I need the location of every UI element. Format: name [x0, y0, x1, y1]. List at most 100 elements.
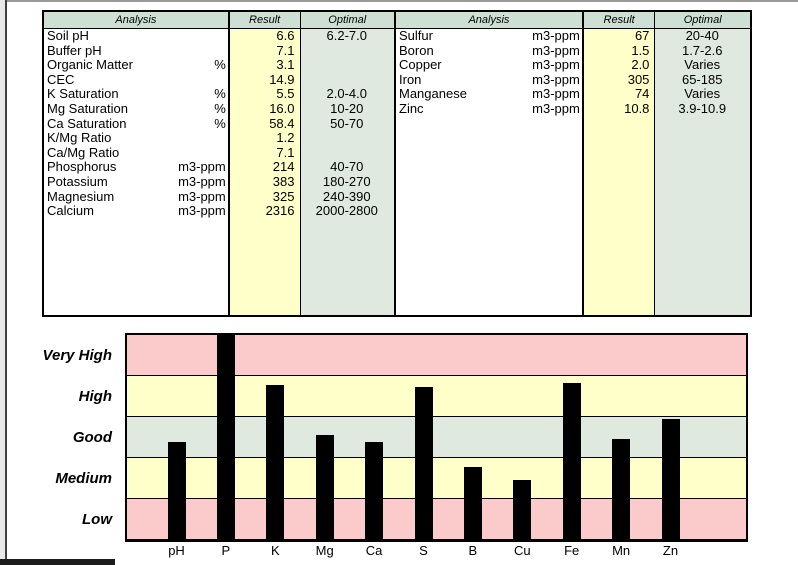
window-left-edge-line	[5, 0, 7, 565]
table-row: Mg Saturation% 16.0 10-20	[44, 100, 394, 117]
optimal-range: 1.7-2.6	[681, 42, 723, 58]
table-row: Calcium m3-ppm 2316 2000-2800	[44, 204, 394, 219]
window-top-edge	[0, 0, 798, 2]
x-axis-label-pH: pH	[168, 543, 185, 558]
optimal-range: 20-40	[685, 28, 719, 43]
optimal-range: 2.0-4.0	[326, 86, 367, 102]
result-value: 16.0	[269, 100, 295, 116]
result-column-background	[227, 29, 300, 315]
result-value: 2.0	[631, 57, 650, 73]
table-row: Sulfur m3-ppm 67 20-40	[396, 28, 750, 44]
analysis-unit	[168, 73, 228, 88]
analysis-unit: m3-ppm	[532, 42, 580, 58]
band-label-very-high: Very High	[42, 346, 112, 364]
result-column-header: Result	[227, 12, 300, 28]
analysis-unit: m3-ppm	[532, 86, 580, 102]
bar-Mg	[315, 435, 334, 540]
table-row: Buffer pH 7.1	[44, 42, 394, 59]
analysis-unit	[168, 131, 228, 146]
analysis-name: Ca Saturation	[47, 116, 127, 131]
analysis-unit: m3-ppm	[178, 203, 226, 219]
analysis-name: K/Mg Ratio	[47, 131, 112, 146]
bar-S	[414, 387, 433, 540]
optimal-range	[300, 73, 395, 88]
analysis-name: K Saturation	[47, 87, 119, 102]
optimal-range: 240-390	[322, 188, 371, 204]
optimal-range: Varies	[684, 57, 721, 73]
analysis-name: Manganese	[399, 87, 467, 102]
result-value: 214	[272, 159, 295, 175]
x-axis-label-Cu: Cu	[513, 543, 531, 558]
result-value: 305	[627, 71, 650, 87]
window-bottom-edge-shadow	[0, 559, 115, 565]
bar-P	[216, 335, 235, 540]
analysis-unit: m3-ppm	[532, 71, 580, 87]
optimal-range: Varies	[684, 86, 721, 102]
table-row: Organic Matter% 3.1	[44, 58, 394, 73]
band-label-good: Good	[72, 428, 112, 446]
result-value: 2316	[265, 203, 295, 219]
analysis-unit: m3-ppm	[178, 159, 226, 175]
analysis-name: Soil pH	[47, 29, 89, 43]
optimal-range: 2000-2800	[315, 203, 378, 219]
optimal-range: 180-270	[322, 173, 371, 189]
x-axis-label-P: P	[221, 543, 231, 558]
analysis-name: Ca/Mg Ratio	[47, 145, 120, 160]
table-row: Boron m3-ppm 1.5 1.7-2.6	[396, 42, 750, 59]
x-axis-label-Mn: Mn	[612, 543, 631, 558]
table-row: Zinc m3-ppm 10.8 3.9-10.9	[396, 100, 750, 117]
table-row: K/Mg Ratio 1.2	[44, 131, 394, 146]
optimal-range: 65-185	[681, 71, 723, 87]
table-row: Copper m3-ppm 2.0 Varies	[396, 58, 750, 73]
analysis-name: Organic Matter	[47, 58, 133, 73]
analysis-unit: %	[214, 57, 226, 73]
analysis-unit: %	[214, 86, 226, 102]
optimal-column-background	[299, 29, 394, 315]
result-value: 3.1	[276, 57, 295, 73]
optimal-column-background	[654, 29, 750, 315]
bar-Fe	[562, 383, 581, 540]
window-left-margin	[0, 0, 5, 565]
x-axis-label-Zn: Zn	[662, 543, 679, 558]
analysis-column-header: Analysis	[115, 14, 157, 26]
analysis-name: Iron	[399, 72, 422, 87]
analysis-unit: %	[214, 115, 226, 131]
result-value: 67	[634, 28, 650, 43]
table-body: Sulfur m3-ppm 67 20-40 Boron m3-ppm 1.5 1.7-2.6…	[396, 28, 750, 315]
table-row: Phosphorus m3-ppm 214 40-70	[44, 160, 394, 175]
optimal-range: 40-70	[330, 159, 364, 175]
result-value: 1.5	[631, 42, 650, 58]
bar-Cu	[513, 480, 532, 540]
analysis-name: Calcium	[47, 204, 94, 219]
x-axis-label-K: K	[270, 543, 280, 558]
optimal-range	[300, 58, 395, 73]
analysis-unit: m3-ppm	[532, 28, 580, 43]
analysis-unit	[168, 146, 228, 161]
analysis-unit: m3-ppm	[532, 57, 580, 73]
optimal-range: 3.9-10.9	[678, 100, 727, 116]
analysis-unit: m3-ppm	[532, 100, 580, 116]
table-row: Soil pH 6.6 6.2-7.0	[44, 28, 394, 44]
bar-K	[266, 385, 285, 540]
result-value: 74	[634, 86, 650, 102]
result-value: 6.6	[276, 28, 295, 43]
table-body: Soil pH 6.6 6.2-7.0 Buffer pH 7.1 Organic Mat…	[44, 28, 395, 315]
x-axis-label-S: S	[419, 543, 428, 558]
table-row: K Saturation% 5.5 2.0-4.0	[44, 87, 394, 102]
analysis-column-header: Analysis	[468, 14, 510, 26]
primary-analysis-table: Analysis Result Optimal Soil pH 6.6 6.2-7.…	[42, 10, 396, 317]
bar-B	[463, 467, 482, 540]
optimal-range: 6.2-7.0	[326, 28, 367, 43]
analysis-name: Phosphorus	[47, 160, 117, 175]
result-column-header: Result	[581, 12, 655, 28]
result-value: 7.1	[276, 42, 295, 58]
result-value: 10.8	[624, 100, 650, 116]
analysis-name: Copper	[399, 58, 442, 73]
bar-pH	[167, 442, 186, 540]
result-value: 14.9	[269, 71, 295, 87]
table-row: CEC 14.9	[44, 71, 395, 88]
table-row: Ca/Mg Ratio 7.1	[44, 145, 394, 161]
analysis-name: Boron	[399, 43, 434, 58]
analysis-name: CEC	[47, 72, 75, 87]
